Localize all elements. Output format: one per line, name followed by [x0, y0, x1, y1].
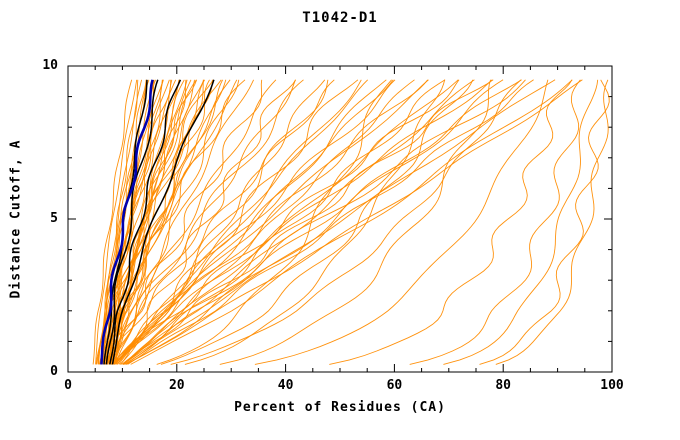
predicted-models-curve	[160, 79, 474, 365]
predicted-models-curve	[114, 79, 460, 365]
predicted-models-curve	[109, 79, 231, 365]
predicted-models-curve	[121, 79, 526, 365]
predicted-models-curve	[124, 79, 446, 365]
y-tick-label: 0	[50, 364, 58, 379]
predicted-models-curve	[100, 79, 143, 365]
predicted-models-curve	[479, 79, 610, 365]
predicted-models-curve	[254, 79, 549, 365]
x-tick-label: 0	[64, 378, 72, 393]
predicted-models-curve	[123, 79, 415, 365]
predicted-models-curve	[127, 79, 534, 365]
predicted-models-curve	[118, 79, 369, 365]
predicted-models-curve	[117, 79, 362, 365]
predicted-models-curve	[108, 79, 277, 365]
predicted-models-curve	[92, 79, 133, 365]
x-tick-label: 60	[386, 378, 403, 393]
predicted-models-curve	[95, 79, 138, 365]
chart-title: T1042-D1	[302, 10, 378, 26]
highlight-models-curve	[109, 79, 182, 365]
predicted-models-curve	[110, 79, 429, 365]
predicted-models-curve	[111, 79, 429, 365]
predicted-models-curve	[184, 79, 446, 365]
predicted-models-curve	[116, 79, 396, 365]
predicted-models-curve	[123, 79, 459, 365]
predicted-models-curve	[111, 79, 387, 365]
x-tick-label: 100	[600, 378, 624, 393]
predicted-models-curve	[112, 79, 493, 365]
predicted-models-curve	[122, 79, 494, 365]
predicted-models-curve	[156, 79, 392, 365]
x-tick-label: 80	[495, 378, 512, 393]
predicted-models-curve	[98, 79, 222, 365]
predicted-models-curve	[329, 79, 573, 365]
predicted-models-curve	[107, 79, 246, 365]
predicted-models-curve	[113, 79, 394, 365]
predicted-models-curve	[108, 79, 304, 365]
predicted-models-curve	[495, 79, 609, 365]
predicted-models-curve	[106, 79, 296, 365]
predicted-models-curve	[122, 79, 556, 365]
x-tick-label: 20	[168, 378, 185, 393]
predicted-models-curve	[409, 79, 581, 365]
reference-model-curve	[100, 79, 154, 365]
predicted-models-curve	[125, 79, 583, 365]
predicted-models-curve	[119, 79, 326, 365]
predicted-models-curve	[103, 79, 214, 365]
y-tick-label: 5	[50, 211, 58, 226]
y-tick-label: 10	[42, 58, 58, 73]
predicted-models-curve	[104, 79, 335, 365]
x-axis-label: Percent of Residues (CA)	[234, 400, 446, 415]
predicted-models-curve	[170, 79, 522, 365]
highlight-models-curve	[105, 79, 159, 365]
predicted-models-curve	[130, 79, 573, 365]
predicted-models-curve	[125, 79, 522, 365]
predicted-models-curve	[443, 79, 599, 365]
predicted-models-curve	[120, 79, 329, 365]
predicted-models-curve	[112, 79, 185, 365]
highlight-models-curve	[111, 79, 215, 365]
predicted-models-curve	[115, 79, 297, 365]
x-tick-label: 40	[277, 378, 294, 393]
predicted-models-curve	[219, 79, 492, 365]
predicted-models-curve	[113, 79, 255, 365]
